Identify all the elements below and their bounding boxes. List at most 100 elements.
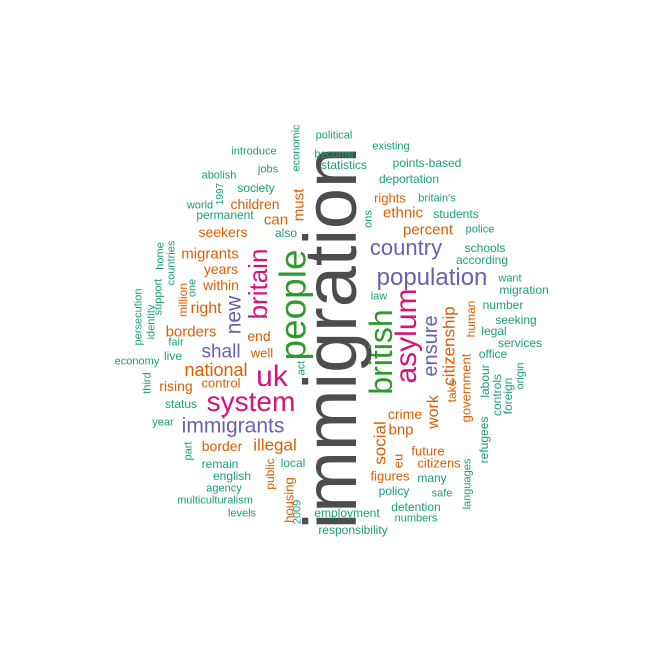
word-children: children [230, 196, 280, 212]
word-rights: rights [374, 190, 406, 206]
word-services: services [497, 336, 543, 350]
word-multiculturalism: multiculturalism [177, 494, 253, 507]
word-countries: countries [165, 240, 178, 286]
word-law: law [370, 290, 388, 303]
word-agency: agency [206, 482, 242, 495]
word-according: according [455, 253, 509, 267]
word-years: years [203, 261, 239, 277]
word-year: year [152, 416, 174, 429]
word-status: status [164, 397, 198, 411]
word-detention: detention [391, 500, 441, 514]
word-seekers: seekers [198, 224, 248, 240]
word-society: society [237, 181, 275, 195]
word-must: must [290, 188, 308, 222]
word-part: part [182, 441, 195, 461]
word-borders: borders [165, 323, 217, 341]
word-responsibility: responsibility [318, 523, 388, 537]
word-end: end [247, 328, 271, 344]
word-world: world [186, 199, 214, 212]
word-border: border [201, 438, 243, 454]
word-figures: figures [370, 468, 410, 484]
word-ons: ons [362, 210, 375, 228]
word-police: police [465, 223, 495, 236]
word-shall: shall [201, 341, 241, 363]
word-percent: percent [402, 221, 454, 239]
word-2009: 2009 [291, 499, 304, 525]
word-ensure: ensure [420, 315, 442, 377]
word-britain-s: britain's [418, 192, 456, 205]
word-human: human [464, 300, 478, 338]
word-population: population [376, 264, 488, 291]
word-ethnic: ethnic [382, 204, 424, 222]
word-permanent: permanent [196, 208, 254, 222]
word-points-based: points-based [392, 156, 462, 170]
word-immigrants: immigrants [181, 414, 285, 438]
word-take: take [445, 379, 459, 403]
word-existing: existing [372, 140, 410, 153]
word-students: students [433, 207, 479, 221]
word-migrants: migrants [181, 245, 239, 263]
word-deportation: deportation [378, 172, 440, 186]
word-work: work [425, 395, 442, 429]
word-fair: fair [168, 336, 184, 349]
word-national: national [184, 360, 248, 380]
word-policy: policy [378, 484, 410, 498]
word-system: system [206, 386, 296, 417]
word-jobs: jobs [257, 163, 279, 176]
word-remain: remain [201, 457, 239, 471]
word-uk: uk [256, 360, 288, 393]
word-also: also [274, 226, 298, 240]
word-many: many [417, 471, 447, 485]
word-become: become [314, 148, 354, 161]
word-employment: employment [314, 506, 380, 520]
word-country: country [369, 235, 443, 260]
word-refugees: refugees [477, 416, 491, 464]
word-crime: crime [387, 406, 423, 422]
word-government: government [458, 353, 474, 423]
word-legal: legal [481, 324, 507, 338]
word-statistics: statistics [320, 158, 368, 172]
word-local: local [280, 456, 306, 470]
word-one: one [186, 278, 199, 298]
word-new: new [222, 295, 246, 335]
word-english: english [212, 469, 252, 483]
word-number: number [482, 298, 524, 312]
word-right: right [190, 300, 222, 317]
word-illegal: illegal [253, 435, 297, 455]
word-public: public [263, 458, 277, 490]
word-office: office [478, 347, 508, 361]
word-citizenship: citizenship [439, 306, 459, 386]
word-safe: safe [431, 487, 453, 500]
word-levels: levels [227, 507, 257, 520]
word-seeking: seeking [495, 313, 537, 327]
word-control: control [201, 375, 241, 391]
word-numbers: numbers [394, 512, 438, 525]
word-1997: 1997 [215, 182, 226, 206]
word-origin: origin [514, 362, 527, 390]
word-third: third [141, 372, 154, 394]
word-migration: migration [499, 283, 549, 297]
word-future: future [411, 443, 445, 459]
word-want: want [498, 272, 522, 285]
word-citizens: citizens [417, 455, 461, 471]
word-political: political [315, 129, 353, 142]
word-languages: languages [461, 458, 474, 510]
word-asylum: asylum [390, 288, 423, 384]
word-people: people [272, 249, 314, 361]
word-act: act [295, 360, 308, 376]
word-well: well [250, 345, 274, 361]
word-rising: rising [159, 378, 193, 394]
word-economy: economy [114, 355, 160, 368]
word-foreign: foreign [501, 377, 515, 415]
word-britain: britain [243, 248, 273, 320]
word-eu: eu [390, 453, 406, 469]
word-schools: schools [464, 241, 506, 255]
word-live: live [163, 349, 183, 363]
word-identity: identity [145, 304, 158, 340]
word-economic: economic [290, 124, 303, 172]
word-within: within [203, 277, 239, 293]
word-can: can [263, 211, 289, 229]
word-social: social [370, 421, 390, 465]
word-introduce: introduce [231, 145, 277, 158]
